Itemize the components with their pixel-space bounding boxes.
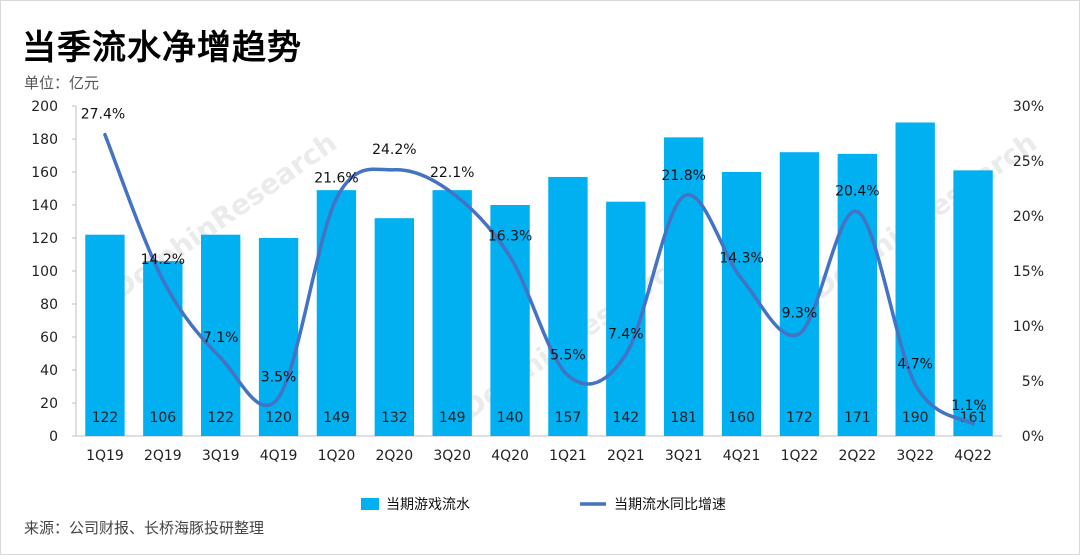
bar-value-label: 132 [381, 410, 408, 426]
bar-value-label: 106 [149, 410, 176, 426]
bar [432, 190, 472, 436]
legend: 当期游戏流水 当期流水同比增速 [361, 497, 726, 513]
bar [721, 172, 762, 436]
line-value-label: 3.5% [261, 370, 297, 386]
y-right-tick-label: 10% [1013, 319, 1044, 335]
y-left-tick-label: 20 [40, 396, 58, 412]
line-value-label: 16.3% [488, 229, 532, 245]
bar-value-label: 149 [323, 410, 350, 426]
bar [490, 205, 530, 436]
x-tick-label: 4Q19 [260, 448, 298, 464]
x-tick-label: 2Q19 [144, 448, 182, 464]
legend-line-label: 当期流水同比增速 [614, 497, 726, 513]
bar-value-label: 142 [612, 410, 639, 426]
line-value-label: 4.7% [897, 356, 933, 372]
x-tick-label: 2Q21 [607, 448, 645, 464]
line-series [103, 132, 975, 426]
source-note: 来源：公司财报、长桥海豚投研整理 [24, 519, 265, 537]
bar [895, 122, 935, 436]
bar-value-label: 171 [844, 410, 871, 426]
line-value-label: 21.8% [661, 168, 705, 184]
x-tick-label: 2Q20 [375, 448, 413, 464]
x-tick-label: 3Q22 [896, 448, 934, 464]
line-value-label: 27.4% [81, 107, 125, 123]
y-left-tick-label: 120 [31, 231, 58, 247]
bar-value-label: 157 [555, 410, 582, 426]
bar [664, 137, 704, 436]
unit-label: 单位：亿元 [24, 74, 100, 92]
x-tick-label: 3Q20 [433, 448, 471, 464]
bar-value-label: 122 [207, 410, 234, 426]
y-left-tick-label: 100 [31, 264, 58, 280]
x-tick-label: 4Q20 [491, 448, 529, 464]
bar-value-labels: 122 106 122 120 149 132 149 140 157 142 181 160 172 1… [92, 410, 987, 426]
line-value-label: 24.2% [372, 142, 416, 158]
bar-series [85, 122, 993, 436]
line-value-label: 22.1% [430, 165, 474, 181]
line-value-labels: 27.4% 14.2% 7.1% 3.5% 21.6% 24.2% 22.1% 16.3% 5.… [81, 107, 987, 414]
legend-bar-label: 当期游戏流水 [386, 497, 470, 513]
line-value-label: 7.4% [608, 327, 644, 343]
bar-value-label: 120 [265, 410, 292, 426]
y-left-tick-label: 140 [31, 198, 58, 214]
x-tick-label: 1Q21 [549, 448, 587, 464]
bar-value-label: 149 [439, 410, 466, 426]
y-right-tick-label: 30% [1013, 99, 1044, 115]
line-value-label: 20.4% [835, 184, 879, 200]
y-right-tick-label: 15% [1013, 264, 1044, 280]
bar [953, 170, 993, 436]
bar-value-label: 181 [670, 410, 697, 426]
bar [201, 234, 241, 436]
line-value-label: 14.3% [719, 251, 763, 267]
y-left-tick-label: 180 [31, 132, 58, 148]
y-left-tick-label: 60 [40, 330, 58, 346]
y-left-tick-label: 160 [31, 165, 58, 181]
x-tick-label: 1Q19 [86, 448, 124, 464]
x-tick-label: 2Q22 [838, 448, 876, 464]
line-value-label: 9.3% [782, 306, 818, 322]
line-value-label: 5.5% [550, 348, 586, 364]
y-left-tick-label: 40 [40, 363, 58, 379]
x-tick-label: 4Q22 [954, 448, 992, 464]
bar [779, 152, 820, 436]
y-right-tick-label: 0% [1022, 429, 1044, 445]
chart-title: 当季流水净增趋势 [22, 28, 302, 68]
line-value-label: 1.1% [951, 398, 987, 414]
bar-value-label: 140 [497, 410, 524, 426]
legend-bar-swatch [361, 498, 379, 510]
line-value-label: 7.1% [203, 330, 239, 346]
x-tick-label: 1Q20 [318, 448, 356, 464]
bar [316, 190, 357, 436]
bar [258, 238, 299, 436]
bar-value-label: 122 [92, 410, 119, 426]
bar-value-label: 190 [902, 410, 929, 426]
x-tick-label: 4Q21 [723, 448, 761, 464]
line-value-label: 14.2% [141, 252, 185, 268]
y-left-tick-label: 80 [40, 297, 58, 313]
y-left-tick-label: 0 [49, 429, 58, 445]
x-tick-label: 3Q19 [202, 448, 240, 464]
x-axis-ticks: 1Q19 2Q19 3Q19 4Q19 1Q20 2Q20 3Q20 4Q20 1Q21 2Q21… [86, 448, 992, 464]
bar [548, 176, 588, 436]
y-right-tick-label: 5% [1022, 374, 1044, 390]
growth-line [103, 132, 975, 426]
bar [374, 218, 414, 436]
bar [837, 153, 877, 436]
bar [85, 234, 125, 436]
y-left-tick-label: 200 [31, 99, 58, 115]
y-right-tick-label: 25% [1013, 154, 1044, 170]
bar [143, 261, 183, 436]
x-tick-label: 3Q21 [665, 448, 703, 464]
axes: 0 20 40 60 80 100 120 140 160 180 200 0% 5% 10% 15% 20%… [31, 99, 1044, 445]
line-value-label: 21.6% [314, 170, 358, 186]
y-right-tick-label: 20% [1013, 209, 1044, 225]
x-tick-label: 1Q22 [781, 448, 819, 464]
bar-value-label: 160 [728, 410, 755, 426]
bar-value-label: 172 [786, 410, 813, 426]
